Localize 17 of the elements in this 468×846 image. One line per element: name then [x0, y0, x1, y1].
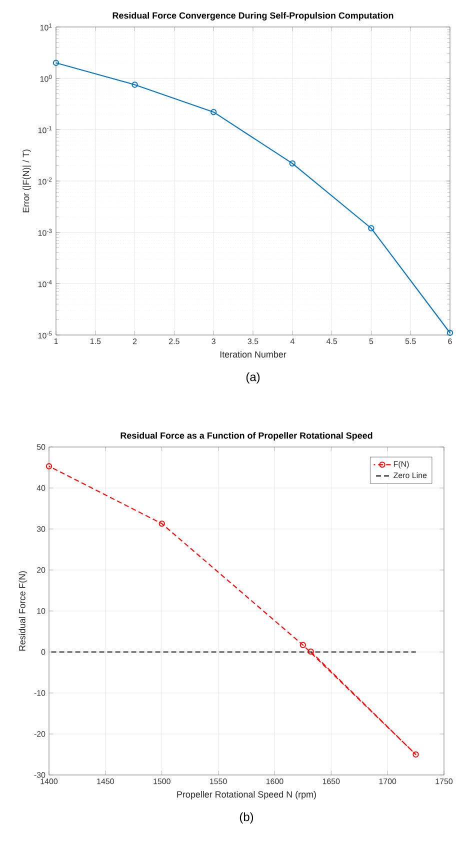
point [308, 648, 314, 655]
text: (a) [246, 372, 260, 384]
x-axis-title: Iteration Number [220, 350, 286, 358]
point [289, 160, 296, 167]
point [210, 108, 217, 116]
chart-title: Residual Force Convergence During Self-Propulsion Computation [112, 12, 394, 20]
y-axis-title: Residual Force F(N) [18, 571, 28, 651]
point [412, 751, 419, 758]
point [46, 463, 52, 470]
y-axis-title: Error (|F(N)| / T) [22, 150, 31, 212]
point [300, 642, 306, 648]
point [368, 225, 374, 232]
text: (b) [240, 812, 254, 824]
x-axis-title: Propeller Rotational Speed N (rpm) [177, 790, 316, 800]
point [158, 520, 165, 527]
chart-title: Residual Force as a Function of Propeller Rotational Speed [120, 432, 372, 440]
point [132, 82, 138, 88]
